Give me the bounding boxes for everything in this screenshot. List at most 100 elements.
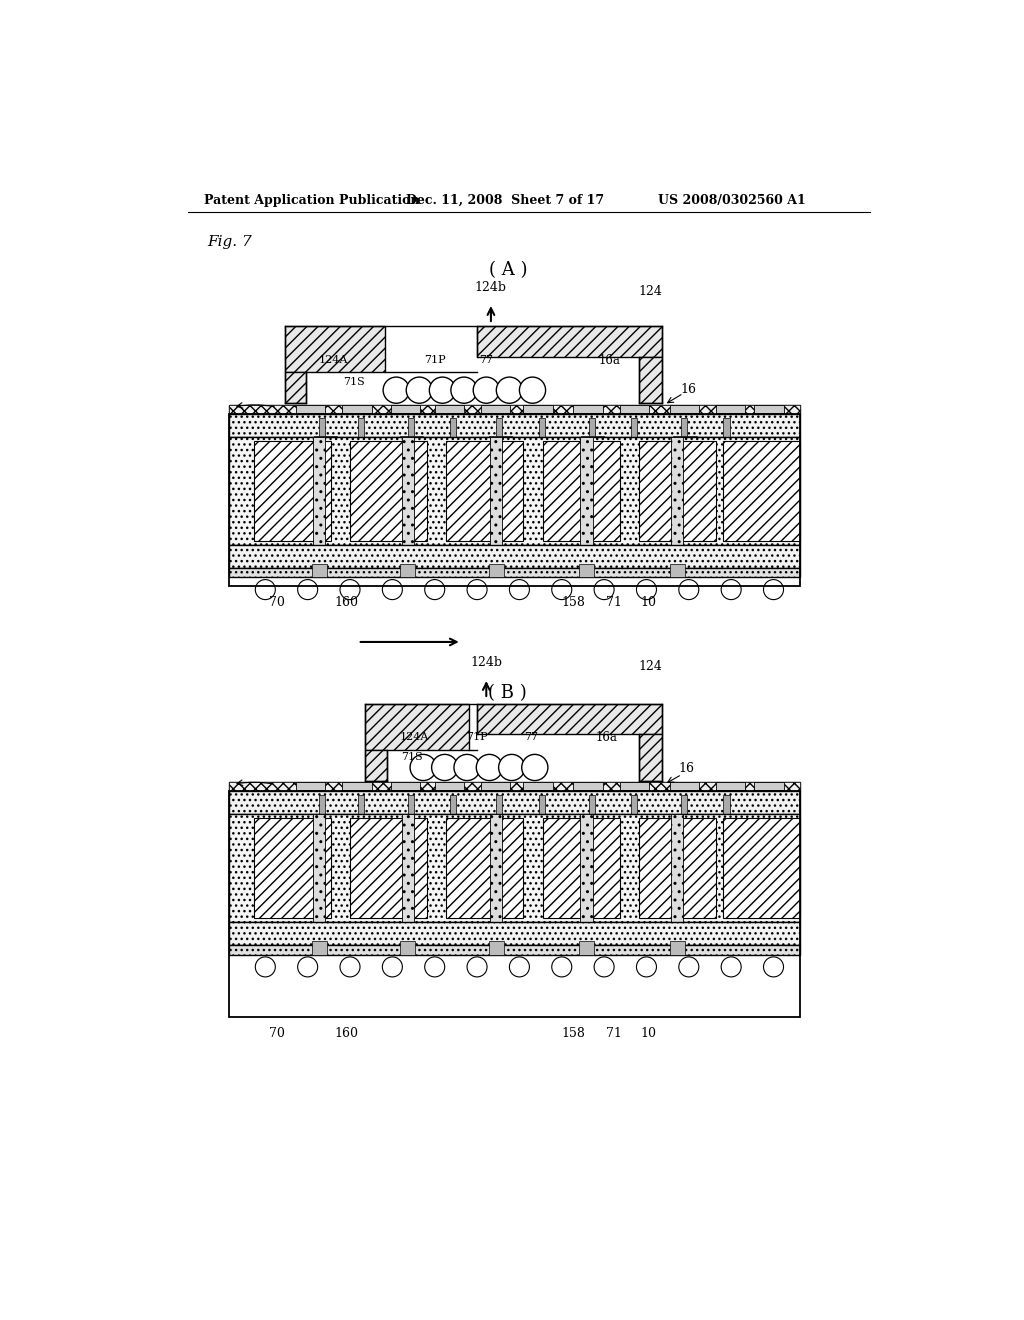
Bar <box>435 781 464 789</box>
Text: US 2008/0302560 A1: US 2008/0302560 A1 <box>658 194 806 207</box>
Bar <box>296 405 326 412</box>
Bar <box>490 437 503 545</box>
Text: Fig. 7: Fig. 7 <box>208 235 252 248</box>
Bar <box>229 923 801 945</box>
Text: 16: 16 <box>679 762 694 775</box>
Text: 124: 124 <box>639 660 663 673</box>
Circle shape <box>637 957 656 977</box>
Bar <box>229 792 801 1016</box>
Text: 70: 70 <box>269 597 285 610</box>
Text: 71: 71 <box>606 1027 622 1040</box>
Circle shape <box>421 793 441 813</box>
Text: 124A: 124A <box>318 355 348 366</box>
Circle shape <box>637 579 656 599</box>
Circle shape <box>429 378 456 404</box>
Bar <box>401 437 414 545</box>
Circle shape <box>594 957 614 977</box>
Circle shape <box>255 579 275 599</box>
Bar <box>639 358 662 404</box>
Bar <box>313 814 326 923</box>
Bar <box>451 795 457 814</box>
Bar <box>681 418 687 437</box>
Bar <box>451 418 457 437</box>
Bar <box>254 441 331 541</box>
Text: 158: 158 <box>561 597 586 610</box>
Bar <box>681 795 687 814</box>
Bar <box>671 437 683 545</box>
Text: 16: 16 <box>681 383 696 396</box>
Text: 70: 70 <box>269 1027 285 1040</box>
Bar <box>342 781 372 789</box>
Circle shape <box>410 755 436 780</box>
Circle shape <box>425 957 444 977</box>
Bar <box>716 405 745 412</box>
Bar <box>639 734 662 780</box>
Circle shape <box>764 579 783 599</box>
Bar <box>579 564 594 577</box>
Bar <box>670 941 685 954</box>
Bar <box>229 405 801 414</box>
Text: ( B ): ( B ) <box>488 685 527 702</box>
Bar <box>477 326 662 358</box>
Bar <box>254 818 331 919</box>
Bar <box>481 781 510 789</box>
Circle shape <box>509 579 529 599</box>
Bar <box>755 781 783 789</box>
Bar <box>543 441 620 541</box>
Circle shape <box>764 957 783 977</box>
Bar <box>357 418 364 437</box>
Bar <box>313 437 337 441</box>
Bar <box>716 781 745 789</box>
Text: 71S: 71S <box>343 376 365 387</box>
Bar <box>581 813 604 818</box>
Circle shape <box>451 378 477 404</box>
Bar <box>435 405 464 412</box>
Bar <box>490 814 503 923</box>
Bar <box>313 437 326 545</box>
Bar <box>573 781 602 789</box>
Bar <box>400 941 416 954</box>
Bar <box>229 414 801 586</box>
Text: 158: 158 <box>561 1027 586 1040</box>
Bar <box>229 437 801 545</box>
Bar <box>366 704 469 750</box>
Bar <box>589 795 595 814</box>
Circle shape <box>497 378 522 404</box>
Circle shape <box>467 957 487 977</box>
Bar <box>408 795 414 814</box>
Bar <box>724 418 730 437</box>
Bar <box>229 781 801 792</box>
Bar <box>631 795 637 814</box>
Circle shape <box>407 378 432 404</box>
Bar <box>296 781 326 789</box>
Bar <box>229 814 801 923</box>
Bar <box>311 941 327 954</box>
Bar <box>229 414 801 437</box>
Text: 160: 160 <box>334 597 358 610</box>
Circle shape <box>552 579 571 599</box>
Text: 16a: 16a <box>596 731 617 744</box>
Bar <box>229 405 801 414</box>
Bar <box>319 795 326 814</box>
Text: 10: 10 <box>640 1027 656 1040</box>
Circle shape <box>298 957 317 977</box>
Circle shape <box>340 579 360 599</box>
Bar <box>589 418 595 437</box>
Circle shape <box>475 793 495 813</box>
Bar <box>539 795 545 814</box>
Bar <box>350 441 427 541</box>
Text: 16a: 16a <box>599 354 621 367</box>
Bar <box>674 437 696 441</box>
Bar <box>581 437 593 545</box>
Bar <box>639 818 716 919</box>
Bar <box>620 781 649 789</box>
Bar <box>229 781 801 792</box>
Bar <box>342 405 372 412</box>
Bar <box>755 405 783 412</box>
Bar <box>620 405 649 412</box>
Bar <box>489 813 512 818</box>
Circle shape <box>382 579 402 599</box>
Bar <box>400 564 416 577</box>
Text: 71P: 71P <box>424 355 445 366</box>
Bar <box>285 326 385 372</box>
